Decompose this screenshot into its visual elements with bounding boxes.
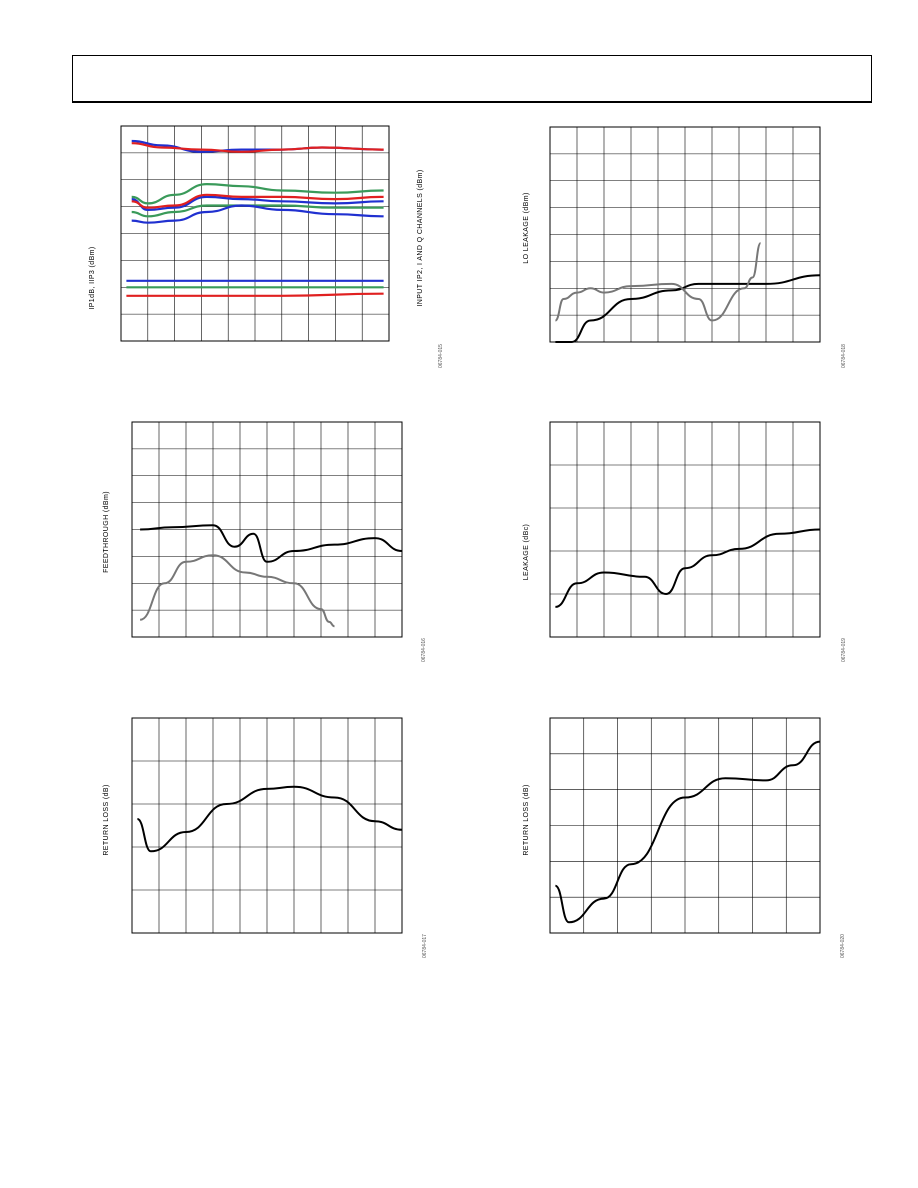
- chart-feedthrough: FEEDTHROUGH (dBm) 06784-016: [103, 421, 427, 662]
- series-line-3: [131, 195, 384, 211]
- y-axis-label: LO LEAKAGE (dBm): [523, 192, 530, 263]
- series-line-1: [136, 785, 403, 853]
- y-axis-label: IP1dB, IIP3 (dBm): [89, 246, 96, 309]
- chart-return-loss-left: RETURN LOSS (dB) 06784-017: [103, 717, 428, 958]
- series-line-1: [555, 528, 821, 608]
- series-line-1: [554, 740, 821, 924]
- page-header-frame: [72, 55, 872, 103]
- figure-code: 06784-019: [841, 638, 847, 662]
- y-axis-label: LEAKAGE (dBc): [523, 524, 530, 581]
- chart-leakage-dbc: LEAKAGE (dBc) 06784-019: [523, 421, 847, 662]
- series-line-6: [131, 204, 384, 218]
- chart-ip1db-iip3: IP1dB, IIP3 (dBm) INPUT IP2, I AND Q CHA…: [89, 125, 444, 368]
- y-axis-label: RETURN LOSS (dB): [523, 784, 530, 855]
- y-axis-label-right: INPUT IP2, I AND Q CHANNELS (dBm): [417, 169, 424, 306]
- series-line-1: [555, 274, 821, 343]
- series-line-5: [131, 183, 384, 205]
- series-line-2: [139, 554, 335, 628]
- y-axis-label: FEEDTHROUGH (dBm): [103, 491, 110, 573]
- series-line-1: [140, 524, 403, 563]
- figure-code: 06784-017: [422, 934, 428, 958]
- series-line-10: [126, 292, 384, 297]
- chart-return-loss-right: RETURN LOSS (dB) 06784-020: [523, 717, 846, 958]
- figure-code: 06784-020: [840, 934, 846, 958]
- series-line-2: [131, 142, 384, 153]
- series-line-7: [131, 204, 384, 224]
- y-axis-label: RETURN LOSS (dB): [103, 784, 110, 855]
- series-line-4: [131, 193, 384, 209]
- figure-code: 06784-018: [841, 344, 847, 368]
- chart-lo-leakage: LO LEAKAGE (dBm) 06784-018: [523, 126, 847, 368]
- figure-code: 06784-016: [421, 638, 427, 662]
- figure-code: 06784-015: [438, 344, 444, 368]
- series-line-2: [554, 242, 762, 322]
